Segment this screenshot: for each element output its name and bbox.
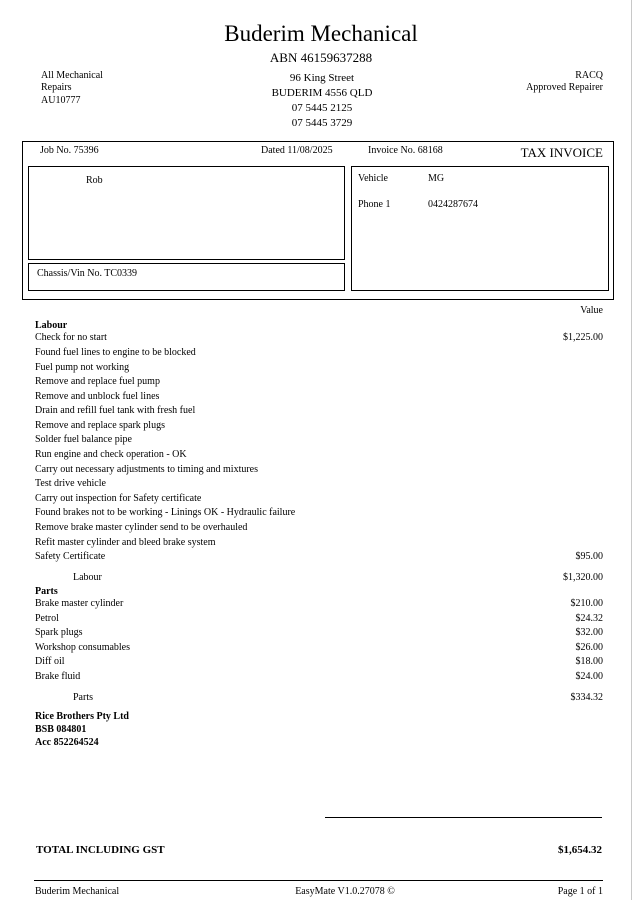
labour-subtotal-value: $1,320.00 bbox=[563, 572, 603, 583]
vehicle-box bbox=[351, 166, 609, 291]
parts-item-description: Petrol bbox=[35, 613, 59, 624]
labour-item-description: Remove and replace fuel pump bbox=[35, 376, 160, 387]
address-street: 96 King Street bbox=[289, 72, 355, 84]
footer-software: EasyMate V1.0.27078 © bbox=[295, 886, 395, 897]
chassis-number: Chassis/Vin No. TC0339 bbox=[37, 268, 138, 279]
total-divider bbox=[325, 817, 602, 818]
company-name: Buderim Mechanical bbox=[224, 21, 418, 46]
parts-item-value: $210.00 bbox=[570, 598, 604, 609]
total-label: TOTAL INCLUDING GST bbox=[36, 844, 165, 856]
labour-item-description: Solder fuel balance pipe bbox=[35, 434, 132, 445]
labour-item-description: Safety Certificate bbox=[35, 551, 106, 562]
labour-item-description: Found fuel lines to engine to be blocked bbox=[35, 347, 196, 358]
address-city: BUDERIM 4556 QLD bbox=[271, 87, 373, 99]
header-right-1: RACQ bbox=[575, 70, 603, 81]
labour-item-description: Fuel pump not working bbox=[35, 362, 130, 373]
labour-item-value: $1,225.00 bbox=[563, 332, 603, 343]
page-edge bbox=[631, 0, 632, 900]
labour-item-description: Test drive vehicle bbox=[35, 478, 106, 489]
total-value: $1,654.32 bbox=[558, 844, 602, 856]
customer-box bbox=[28, 166, 345, 260]
customer-name: Rob bbox=[86, 175, 103, 186]
parts-item-description: Brake fluid bbox=[35, 671, 81, 682]
document-type: TAX INVOICE bbox=[520, 145, 603, 160]
parts-heading: Parts bbox=[35, 586, 58, 597]
parts-item-description: Spark plugs bbox=[35, 627, 83, 638]
labour-item-description: Carry out inspection for Safety certific… bbox=[35, 493, 202, 504]
header-left-3: AU10777 bbox=[41, 95, 81, 106]
footer-page: Page 1 of 1 bbox=[557, 886, 603, 897]
invoice-date: Dated 11/08/2025 bbox=[261, 145, 333, 156]
bank-account: Acc 852264524 bbox=[35, 737, 99, 748]
phone-2: 07 5445 3729 bbox=[291, 117, 353, 129]
abn: ABN 46159637288 bbox=[269, 50, 373, 65]
labour-item-description: Remove brake master cylinder send to be … bbox=[35, 522, 248, 533]
parts-subtotal-label: Parts bbox=[73, 692, 93, 703]
labour-item-value: $95.00 bbox=[575, 551, 604, 562]
labour-heading: Labour bbox=[35, 320, 68, 331]
labour-item-description: Check for no start bbox=[35, 332, 107, 343]
vehicle-value: MG bbox=[428, 173, 445, 184]
header-left-2: Repairs bbox=[41, 82, 72, 93]
phone-1: 07 5445 2125 bbox=[291, 102, 353, 114]
labour-item-description: Carry out necessary adjustments to timin… bbox=[35, 464, 259, 475]
parts-item-value: $18.00 bbox=[575, 656, 604, 667]
labour-item-description: Found brakes not to be working - Linings… bbox=[35, 507, 296, 518]
header-right-2: Approved Repairer bbox=[526, 82, 603, 93]
job-number: Job No. 75396 bbox=[40, 145, 99, 156]
invoice-number: Invoice No. 68168 bbox=[368, 145, 443, 156]
invoice-details-box bbox=[22, 141, 614, 300]
labour-subtotal-label: Labour bbox=[73, 572, 102, 583]
parts-item-value: $24.00 bbox=[575, 671, 604, 682]
labour-item-description: Drain and refill fuel tank with fresh fu… bbox=[35, 405, 196, 416]
header-left-1: All Mechanical bbox=[41, 70, 103, 81]
labour-item-description: Remove and replace spark plugs bbox=[35, 420, 165, 431]
parts-item-value: $26.00 bbox=[575, 642, 604, 653]
parts-item-description: Diff oil bbox=[35, 656, 65, 667]
parts-item-description: Workshop consumables bbox=[35, 642, 131, 653]
parts-item-value: $24.32 bbox=[575, 613, 604, 624]
parts-subtotal-value: $334.32 bbox=[570, 692, 604, 703]
labour-item-description: Refit master cylinder and bleed brake sy… bbox=[35, 537, 216, 548]
labour-item-description: Run engine and check operation - OK bbox=[35, 449, 187, 460]
bank-name: Rice Brothers Pty Ltd bbox=[35, 711, 129, 722]
bank-bsb: BSB 084801 bbox=[35, 724, 87, 735]
phone-value: 0424287674 bbox=[428, 199, 478, 210]
phone-label: Phone 1 bbox=[358, 199, 391, 210]
chassis-box bbox=[28, 263, 345, 291]
parts-item-value: $32.00 bbox=[575, 627, 604, 638]
value-column-header: Value bbox=[580, 305, 603, 316]
footer-divider bbox=[34, 880, 603, 881]
parts-item-description: Brake master cylinder bbox=[35, 598, 124, 609]
vehicle-label: Vehicle bbox=[358, 173, 388, 184]
footer-company: Buderim Mechanical bbox=[35, 886, 120, 897]
labour-item-description: Remove and unblock fuel lines bbox=[35, 391, 160, 402]
